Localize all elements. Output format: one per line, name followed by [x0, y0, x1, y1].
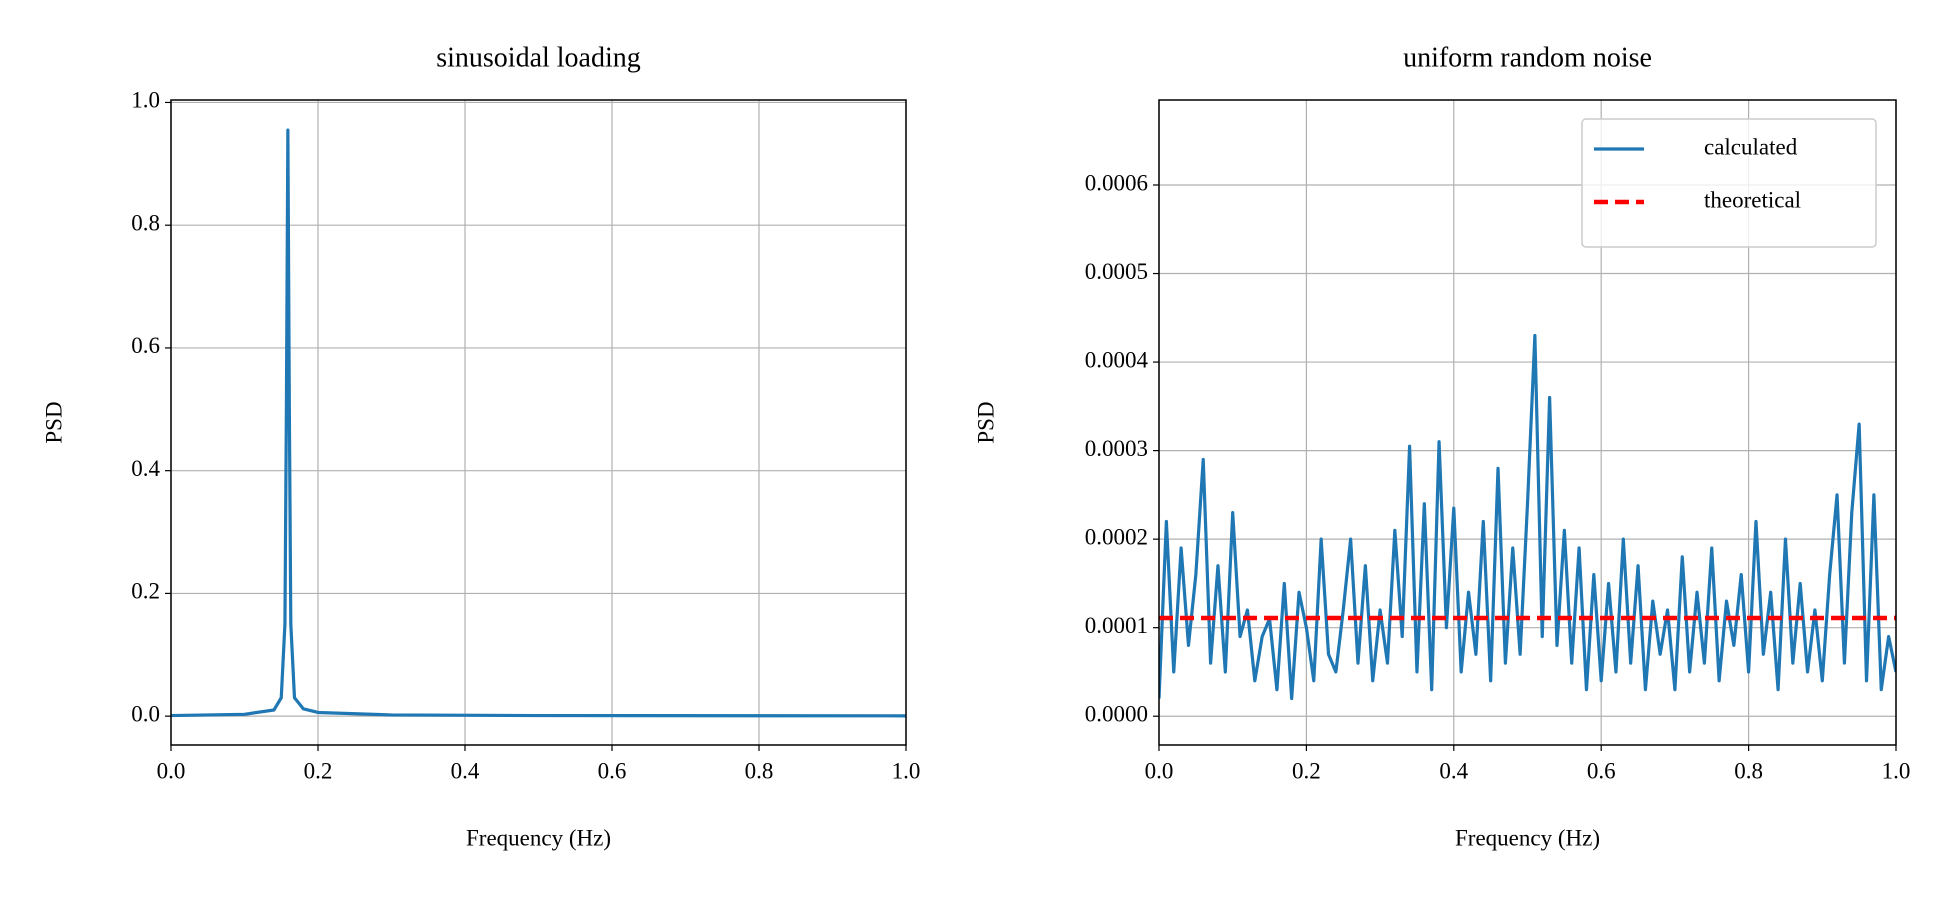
x-tick-label: 0.2 — [304, 758, 333, 783]
legend-label: theoretical — [1704, 187, 1801, 212]
plot-frame — [1158, 99, 1897, 746]
y-tick-label: 0.2 — [131, 579, 160, 604]
chart-title: uniform random noise — [1403, 42, 1652, 73]
x-tick-label: 0.0 — [1145, 758, 1174, 783]
plot-frame — [170, 99, 907, 746]
x-tick-label: 0.4 — [1439, 758, 1468, 783]
x-tick-label: 1.0 — [892, 758, 921, 783]
y-tick-label: 0.0006 — [1085, 170, 1148, 195]
y-tick-label: 0.0002 — [1085, 524, 1148, 549]
x-tick-label: 0.6 — [1587, 758, 1616, 783]
x-axis-label: Frequency (Hz) — [1455, 825, 1600, 850]
y-tick-label: 0.0004 — [1085, 347, 1149, 372]
x-tick-label: 0.8 — [745, 758, 774, 783]
y-axis-label: PSD — [41, 401, 66, 443]
x-tick-label: 0.0 — [157, 758, 186, 783]
y-axis-label: PSD — [973, 401, 998, 443]
y-tick-label: 0.0001 — [1085, 613, 1148, 638]
data-line — [171, 128, 906, 718]
x-tick-label: 0.8 — [1734, 758, 1763, 783]
y-tick-label: 1.0 — [131, 88, 160, 113]
legend-label: calculated — [1704, 134, 1798, 159]
x-tick-label: 1.0 — [1882, 758, 1911, 783]
y-tick-label: 0.0000 — [1085, 702, 1148, 727]
x-tick-label: 0.2 — [1292, 758, 1321, 783]
legend-box — [1581, 118, 1877, 248]
y-tick-label: 0.4 — [131, 456, 160, 481]
y-tick-label: 0.0003 — [1085, 436, 1148, 461]
x-axis-label: Frequency (Hz) — [466, 825, 611, 850]
y-tick-label: 0.8 — [131, 210, 160, 235]
x-tick-label: 0.6 — [598, 758, 627, 783]
y-tick-label: 0.0 — [131, 701, 160, 726]
data-line — [1159, 333, 1896, 701]
y-tick-label: 0.6 — [131, 333, 160, 358]
y-tick-label: 0.0005 — [1085, 259, 1148, 284]
chart-title: sinusoidal loading — [436, 42, 641, 73]
x-tick-label: 0.4 — [451, 758, 480, 783]
